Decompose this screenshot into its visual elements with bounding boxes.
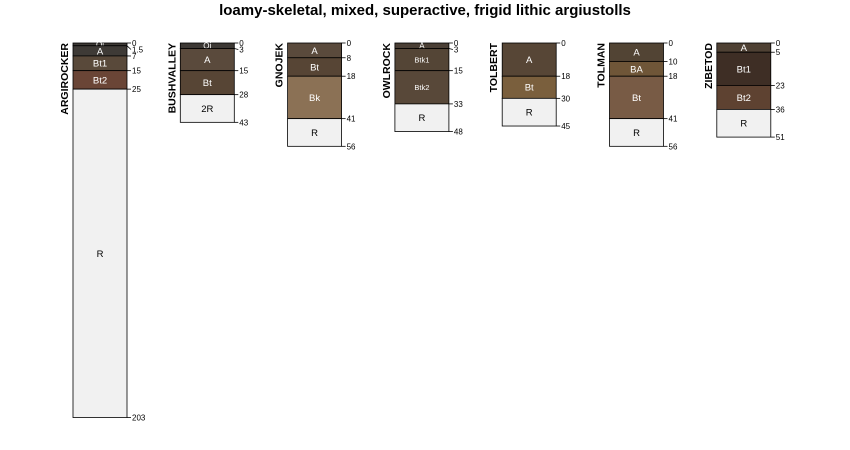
horizon-tolman-bt xyxy=(609,75,664,120)
depth-label-zibetod-1: 5 xyxy=(776,48,781,57)
horizon-label-gnojek-bk: Bk xyxy=(309,93,320,104)
profile-label-bushvalley: BUSHVALLEY xyxy=(166,43,178,113)
depth-label-tolman-2: 18 xyxy=(669,72,678,81)
horizon-gnojek-r xyxy=(287,118,343,147)
depth-label-bushvalley-0: 0 xyxy=(239,39,244,48)
depth-label-tolman-1: 10 xyxy=(669,57,678,66)
horizon-label-argirocker-bt1: Bt1 xyxy=(93,59,107,70)
horizon-label-owlrock-btk2: Btk2 xyxy=(414,83,429,92)
profile-label-tolman: TOLMAN xyxy=(596,43,608,88)
horizon-label-tolbert-a: A xyxy=(526,55,533,66)
depth-label-tolbert-1: 18 xyxy=(561,72,570,81)
depth-label-tolbert-0: 0 xyxy=(561,39,566,48)
horizon-label-tolman-ba: BA xyxy=(630,64,643,75)
horizon-zibetod-r xyxy=(716,109,772,138)
horizon-label-gnojek-a: A xyxy=(311,46,318,57)
horizon-label-bushvalley-a: A xyxy=(204,55,211,66)
horizon-label-bushvalley-oi: Oi xyxy=(203,42,211,51)
horizon-label-bushvalley-2r: 2R xyxy=(201,104,213,115)
depth-label-bushvalley-2: 15 xyxy=(239,67,248,76)
horizon-label-zibetod-bt1: Bt1 xyxy=(737,64,751,75)
horizon-label-zibetod-r: R xyxy=(740,119,747,130)
profile-label-tolbert: TOLBERT xyxy=(488,42,500,92)
depth-label-owlrock-1: 3 xyxy=(454,46,459,55)
depth-label-owlrock-2: 15 xyxy=(454,67,463,76)
depth-label-tolman-0: 0 xyxy=(669,39,674,48)
depth-label-owlrock-4: 48 xyxy=(454,128,463,137)
depth-label-argirocker-1: 1.5 xyxy=(132,46,144,55)
depth-label-tolbert-3: 45 xyxy=(561,122,570,131)
horizon-label-owlrock-btk1: Btk1 xyxy=(414,55,429,64)
profile-label-owlrock: OWLROCK xyxy=(381,43,393,99)
depth-label-owlrock-3: 33 xyxy=(454,100,463,109)
horizon-label-tolman-r: R xyxy=(633,128,640,139)
horizon-label-zibetod-bt2: Bt2 xyxy=(737,93,751,104)
horizon-label-zibetod-a: A xyxy=(741,43,748,54)
horizon-label-tolman-bt: Bt xyxy=(632,93,641,104)
horizon-label-owlrock-r: R xyxy=(418,113,425,124)
horizon-label-owlrock-a: A xyxy=(419,42,425,51)
horizon-label-argirocker-bt2: Bt2 xyxy=(93,75,107,86)
depth-tick-owlrock-1 xyxy=(448,48,453,50)
horizon-label-tolbert-bt: Bt xyxy=(525,83,534,94)
depth-label-owlrock-0: 0 xyxy=(454,39,459,48)
depth-label-argirocker-2: 7 xyxy=(132,52,137,61)
depth-label-bushvalley-3: 28 xyxy=(239,91,248,100)
depth-label-zibetod-0: 0 xyxy=(776,39,781,48)
horizon-tolbert-a xyxy=(501,42,557,77)
depth-label-gnojek-1: 8 xyxy=(347,54,352,63)
horizon-zibetod-bt1 xyxy=(716,51,772,86)
horizon-label-tolman-a: A xyxy=(633,48,640,59)
horizon-owlrock-btk2 xyxy=(394,70,450,105)
chart-title: loamy-skeletal, mixed, superactive, frig… xyxy=(219,2,631,19)
horizon-label-argirocker-oi: Oi xyxy=(96,40,104,49)
depth-label-bushvalley-4: 43 xyxy=(239,118,248,127)
depth-label-zibetod-3: 36 xyxy=(776,105,785,114)
depth-label-bushvalley-1: 3 xyxy=(239,46,244,55)
profile-label-zibetod: ZIBETOD xyxy=(703,43,715,89)
depth-tick-bushvalley-1 xyxy=(234,48,239,50)
depth-label-tolman-3: 41 xyxy=(669,115,678,124)
profile-label-gnojek: GNOJEK xyxy=(274,43,286,88)
horizon-bushvalley-2r xyxy=(179,94,235,123)
depth-label-gnojek-3: 41 xyxy=(347,115,356,124)
horizon-label-argirocker-a: A xyxy=(97,46,104,57)
depth-label-zibetod-2: 23 xyxy=(776,81,785,90)
profile-label-argirocker: ARGIROCKER xyxy=(59,43,71,115)
depth-label-gnojek-2: 18 xyxy=(347,72,356,81)
depth-label-gnojek-0: 0 xyxy=(347,39,352,48)
depth-tick-argirocker-1 xyxy=(126,45,132,50)
depth-label-zibetod-4: 51 xyxy=(776,133,785,142)
horizon-label-bushvalley-bt: Bt xyxy=(203,78,212,89)
depth-label-argirocker-4: 25 xyxy=(132,85,141,94)
horizon-label-gnojek-bt: Bt xyxy=(310,62,319,73)
depth-label-tolman-4: 56 xyxy=(669,142,678,151)
depth-label-argirocker-3: 15 xyxy=(132,67,141,76)
horizon-owlrock-r xyxy=(394,103,450,132)
horizon-label-argirocker-r: R xyxy=(97,249,104,260)
horizon-tolman-r xyxy=(609,118,664,147)
horizon-argirocker-r xyxy=(72,88,128,418)
horizon-tolbert-r xyxy=(501,97,557,127)
depth-label-argirocker-0: 0 xyxy=(132,39,137,48)
depth-label-gnojek-4: 56 xyxy=(347,142,356,151)
horizon-gnojek-bk xyxy=(287,75,343,120)
horizon-label-tolbert-r: R xyxy=(526,108,533,119)
horizon-label-gnojek-r: R xyxy=(311,128,318,139)
depth-label-argirocker-5: 203 xyxy=(132,414,146,423)
depth-label-tolbert-2: 30 xyxy=(561,94,570,103)
